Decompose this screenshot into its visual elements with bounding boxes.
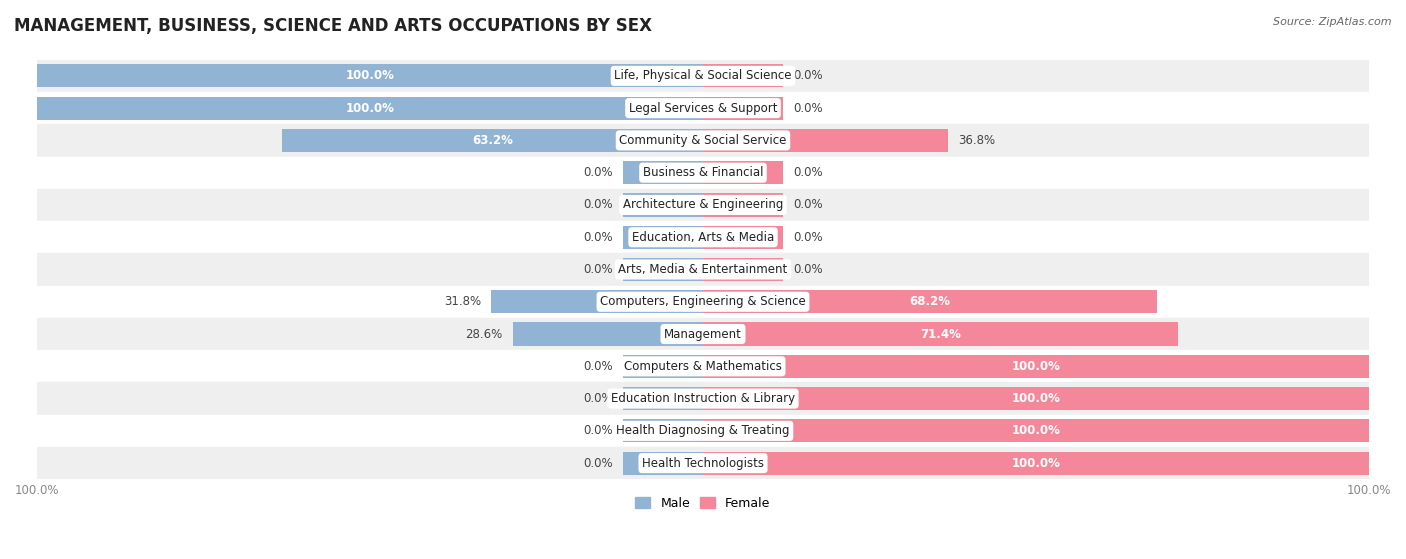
Bar	[37, 60, 1369, 92]
Text: 0.0%: 0.0%	[793, 263, 823, 276]
Legend: Male, Female: Male, Female	[630, 492, 776, 515]
Bar	[37, 253, 1369, 286]
Bar	[703, 193, 783, 216]
Text: 0.0%: 0.0%	[793, 102, 823, 115]
Bar	[623, 161, 703, 184]
Text: 0.0%: 0.0%	[583, 392, 613, 405]
Bar	[37, 64, 703, 87]
Bar	[37, 415, 1369, 447]
Bar	[283, 129, 703, 152]
Bar	[623, 226, 703, 249]
Bar	[703, 258, 783, 281]
Text: Architecture & Engineering: Architecture & Engineering	[623, 198, 783, 211]
Bar	[37, 124, 1369, 157]
Text: 0.0%: 0.0%	[583, 231, 613, 244]
Bar	[623, 258, 703, 281]
Bar	[703, 419, 1369, 443]
Text: 71.4%: 71.4%	[921, 328, 962, 340]
Bar	[513, 323, 703, 345]
Text: Management: Management	[664, 328, 742, 340]
Bar	[703, 129, 948, 152]
Text: Source: ZipAtlas.com: Source: ZipAtlas.com	[1274, 17, 1392, 27]
Bar	[37, 97, 703, 120]
Bar	[703, 290, 1157, 314]
Text: 100.0%: 100.0%	[346, 69, 395, 82]
Text: 36.8%: 36.8%	[957, 134, 995, 147]
Text: 68.2%: 68.2%	[910, 295, 950, 308]
Bar	[623, 193, 703, 216]
Text: 0.0%: 0.0%	[583, 263, 613, 276]
Bar	[623, 387, 703, 410]
Bar	[703, 161, 783, 184]
Bar	[703, 323, 1178, 345]
Text: Education Instruction & Library: Education Instruction & Library	[612, 392, 794, 405]
Bar	[37, 318, 1369, 350]
Text: 63.2%: 63.2%	[472, 134, 513, 147]
Text: 0.0%: 0.0%	[793, 198, 823, 211]
Text: 0.0%: 0.0%	[583, 457, 613, 470]
Text: 0.0%: 0.0%	[793, 166, 823, 179]
Text: 100.0%: 100.0%	[1011, 424, 1060, 437]
Text: 28.6%: 28.6%	[465, 328, 502, 340]
Bar	[37, 382, 1369, 415]
Text: Health Diagnosing & Treating: Health Diagnosing & Treating	[616, 424, 790, 437]
Text: 100.0%: 100.0%	[1011, 392, 1060, 405]
Text: Legal Services & Support: Legal Services & Support	[628, 102, 778, 115]
Text: 0.0%: 0.0%	[583, 166, 613, 179]
Text: 0.0%: 0.0%	[793, 231, 823, 244]
Bar	[37, 157, 1369, 189]
Bar	[37, 286, 1369, 318]
Text: 100.0%: 100.0%	[1011, 457, 1060, 470]
Bar	[37, 350, 1369, 382]
Text: Arts, Media & Entertainment: Arts, Media & Entertainment	[619, 263, 787, 276]
Bar	[703, 452, 1369, 475]
Text: Life, Physical & Social Science: Life, Physical & Social Science	[614, 69, 792, 82]
Text: 0.0%: 0.0%	[583, 198, 613, 211]
Bar	[703, 387, 1369, 410]
Bar	[623, 452, 703, 475]
Bar	[491, 290, 703, 314]
Bar	[703, 97, 783, 120]
Text: Computers, Engineering & Science: Computers, Engineering & Science	[600, 295, 806, 308]
Text: 0.0%: 0.0%	[583, 424, 613, 437]
Text: 0.0%: 0.0%	[583, 360, 613, 373]
Bar	[703, 64, 783, 87]
Text: Community & Social Service: Community & Social Service	[619, 134, 787, 147]
Text: 0.0%: 0.0%	[793, 69, 823, 82]
Text: 31.8%: 31.8%	[444, 295, 481, 308]
Text: Education, Arts & Media: Education, Arts & Media	[631, 231, 775, 244]
Text: 100.0%: 100.0%	[346, 102, 395, 115]
Bar	[623, 355, 703, 378]
Bar	[37, 221, 1369, 253]
Text: Business & Financial: Business & Financial	[643, 166, 763, 179]
Bar	[703, 355, 1369, 378]
Bar	[37, 189, 1369, 221]
Text: Health Technologists: Health Technologists	[643, 457, 763, 470]
Bar	[623, 419, 703, 443]
Bar	[37, 92, 1369, 124]
Text: 100.0%: 100.0%	[1011, 360, 1060, 373]
Bar	[37, 447, 1369, 479]
Bar	[703, 226, 783, 249]
Text: Computers & Mathematics: Computers & Mathematics	[624, 360, 782, 373]
Text: MANAGEMENT, BUSINESS, SCIENCE AND ARTS OCCUPATIONS BY SEX: MANAGEMENT, BUSINESS, SCIENCE AND ARTS O…	[14, 17, 652, 35]
